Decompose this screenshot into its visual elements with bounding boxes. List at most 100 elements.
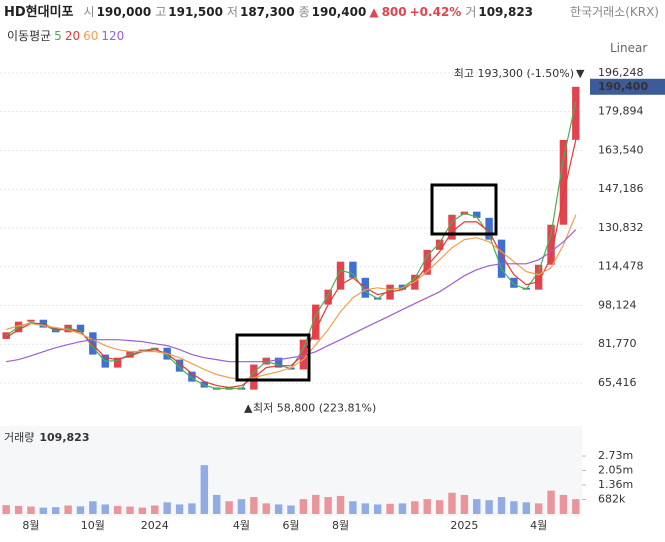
low-marker: ▲ [244,402,253,415]
y-tick-label: 179,894 [598,105,644,118]
ma-line [6,214,577,381]
candle-body [423,249,431,275]
volume-area [0,426,582,516]
volume-title-text: 거래량 [4,431,34,444]
ma-line [5,139,577,389]
y-tick-label: 163,540 [598,143,644,156]
x-tick-label: 8월 [332,519,349,532]
candle-body [336,261,345,290]
candle-body [274,357,283,368]
ma-line [5,101,577,390]
volume-bar [76,506,85,514]
volume-bar [522,502,530,514]
candle-body [324,289,332,305]
candle-body [497,239,506,278]
ma-legend-entry: 20 [64,29,81,43]
candle-body [175,359,184,372]
volume-bar [262,503,270,514]
volume-bar [423,499,431,514]
volume-tick-label: 2.73m [598,449,633,462]
ma-legend-entry: 5 [54,29,62,43]
ma-legend-entry: 60 [83,29,99,43]
ma-line [6,229,577,363]
volume-bar [89,501,97,514]
ma-legend: 이동평균 5 20 60 120 [4,27,124,44]
volume-bar [151,505,159,514]
candle-body [473,211,481,218]
y-tick-label: 114,478 [598,260,644,273]
volume-bar [485,500,493,514]
volume-bar [373,504,382,514]
volume-bar [497,497,506,514]
volume-bar [572,499,580,514]
candle-body [510,277,518,288]
ma-title: 이동평균 [7,29,52,43]
volume-tick-label: 2.05m [598,464,633,477]
candle-body [547,224,555,265]
field-value: 187,300 [239,5,295,19]
change-arrow: ▲ [369,5,379,19]
field-label: 거 [465,5,477,19]
volume-bar [411,501,419,514]
highlight-box [235,333,311,382]
change: 800 [381,5,407,19]
field-label: 종 [298,5,310,19]
y-tick-label: 98,124 [598,298,637,311]
volume-bar [64,505,72,514]
y-tick-label: 130,832 [598,221,644,234]
candle-body [27,319,35,322]
volume-bar [386,503,394,514]
volume-bar [237,499,246,514]
volume-bar [39,507,48,514]
volume-bar [225,501,233,514]
volume-bar [435,500,444,514]
field-label: 고 [155,5,167,19]
field-value: 190,400 [311,5,367,19]
scale-button[interactable]: Linear [610,41,648,55]
field-value: 190,000 [96,5,152,19]
volume-bar [299,499,308,514]
volume-bar [14,505,23,514]
volume-bar [547,490,555,514]
volume-bar [473,499,481,514]
header: HD현대미포 시 190,000 고 191,500 저 187,300 종 190,400 ▲ 8… [4,1,533,20]
stock-name: HD현대미포 [4,5,74,20]
high-marker: ▼ [576,67,585,80]
field-label: 시 [83,5,95,19]
volume-bar [188,503,196,514]
volume-bar [113,505,122,514]
y-tick-label: 147,186 [598,182,644,195]
x-tick-label: 4월 [530,519,547,532]
x-tick-label: 8월 [22,519,39,532]
volume-bar [448,492,456,514]
candle-body [188,371,196,382]
candle-body [559,139,568,225]
volume-tick-label: 1.36m [598,478,633,491]
x-tick-label: 10월 [81,519,105,532]
candle-body [89,332,97,355]
volume-bar [460,494,469,514]
volume-bar [349,501,357,514]
volume-bar [52,507,60,514]
candle-body [435,239,444,250]
field-value: 191,500 [168,5,223,19]
candle-body [349,261,357,278]
volume-bar [175,504,184,514]
volume-bar [274,504,283,514]
candle-body [572,86,580,140]
highlight-box [430,183,498,236]
low-annotation: 최저 58,800 (223.81%) [253,402,376,415]
volume-bar [250,497,258,514]
volume-bar [398,503,407,514]
x-tick-label: 6월 [282,519,299,532]
last-price-tag [590,78,665,95]
volume-bar [336,495,345,514]
volume-bar [200,465,209,514]
change-pct: +0.42% [409,5,462,19]
candle-body [76,324,85,333]
volume-bar [101,504,109,514]
y-tick-label: 196,248 [598,66,644,79]
volume-bar [312,494,320,514]
